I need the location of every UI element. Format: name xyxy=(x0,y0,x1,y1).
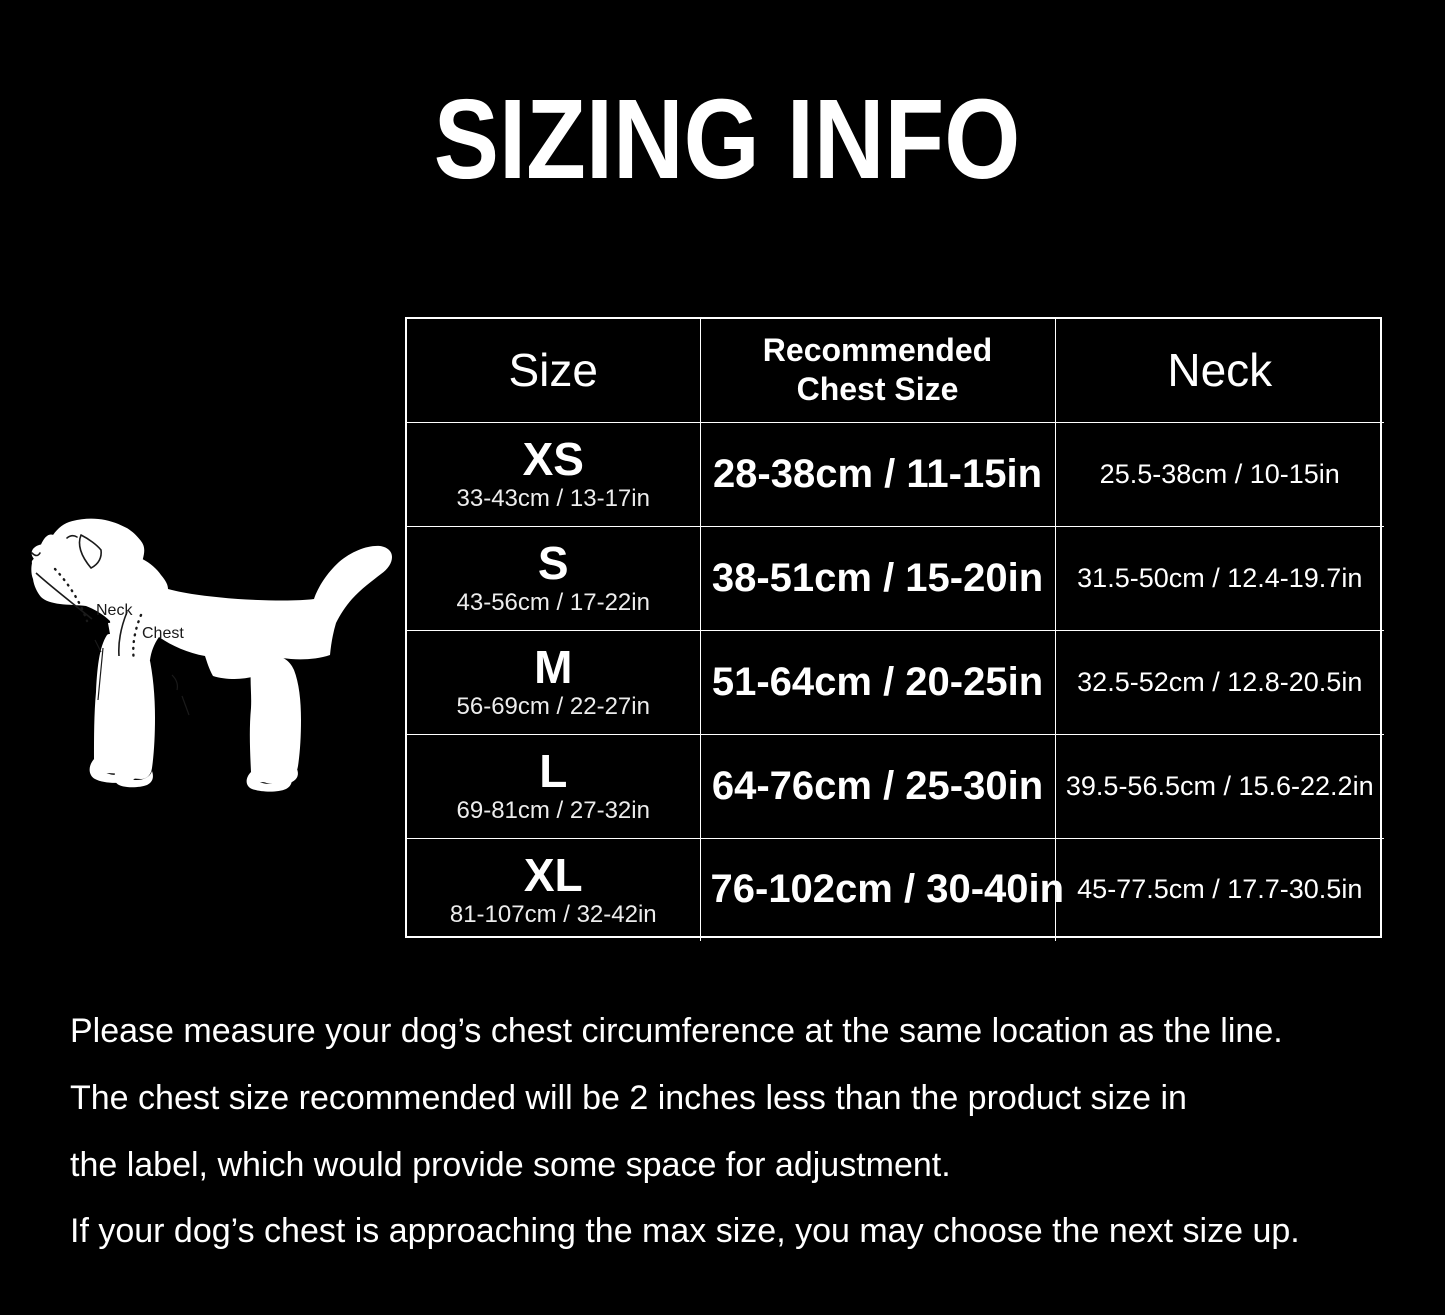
svg-text:Chest: Chest xyxy=(142,625,184,642)
svg-text:Neck: Neck xyxy=(96,602,133,619)
